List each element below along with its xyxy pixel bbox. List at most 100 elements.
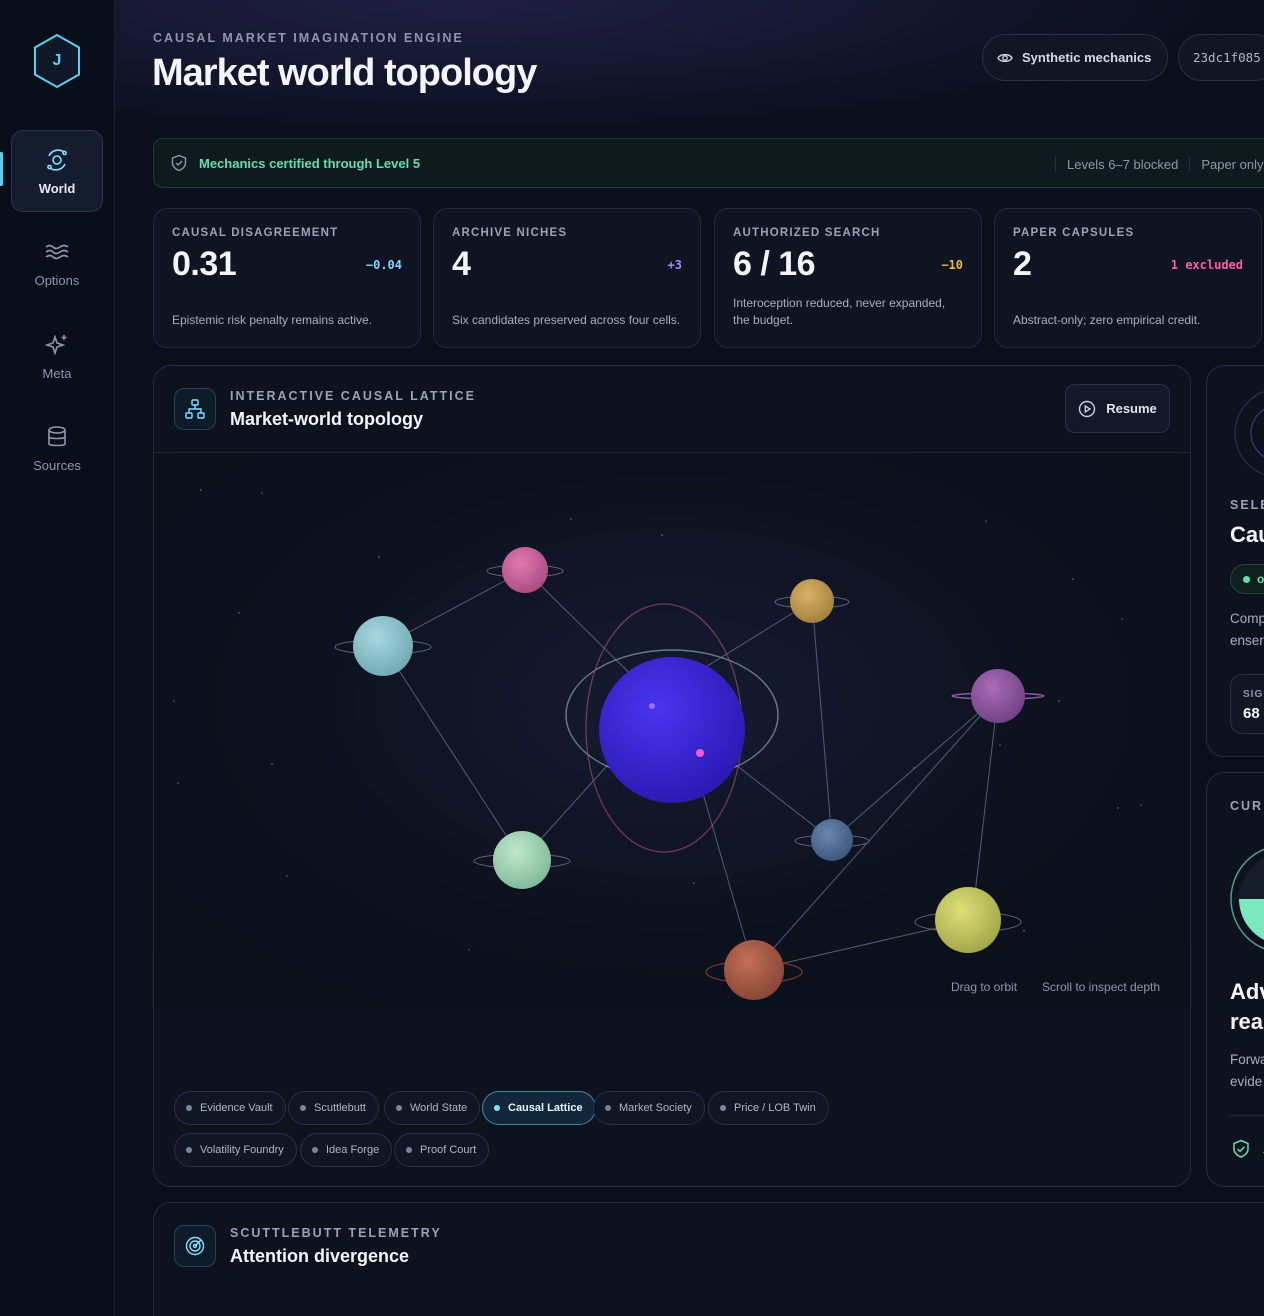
- orbit-icon: [47, 148, 67, 171]
- radar-icon: [185, 1236, 205, 1256]
- advisory-title-2: rea: [1230, 1009, 1264, 1034]
- chip-label: World State: [410, 1102, 468, 1114]
- node-pink: [486, 547, 564, 593]
- hash-button[interactable]: 23dc1f085: [1178, 34, 1264, 81]
- stat-note: Epistemic risk penalty remains active.: [172, 313, 373, 327]
- certification-text: Mechanics certified through Level 5: [199, 155, 421, 171]
- divider: [1055, 156, 1056, 172]
- stat-delta: −10: [941, 258, 963, 272]
- status-dot: [1243, 575, 1250, 583]
- play-circle-icon: [1079, 400, 1096, 417]
- chip-label: Proof Court: [420, 1144, 477, 1156]
- nav-item-sources[interactable]: Sources: [11, 407, 103, 489]
- resume-label: Resume: [1106, 401, 1157, 416]
- panel-icon-box: [174, 388, 216, 430]
- selected-desc-1: Comp: [1230, 611, 1264, 626]
- database-icon: [48, 425, 66, 446]
- resume-button[interactable]: Resume: [1065, 384, 1170, 433]
- chip-volatility-foundry[interactable]: Volatility Foundry: [174, 1133, 297, 1167]
- telemetry-panel: SCUTTLEBUTT TELEMETRY Attention divergen…: [153, 1202, 1264, 1316]
- chip-evidence-vault[interactable]: Evidence Vault: [174, 1091, 286, 1125]
- chip-scuttlebutt[interactable]: Scuttlebutt: [288, 1091, 379, 1125]
- shield-check-icon: [171, 154, 187, 172]
- causal-lattice-panel: INTERACTIVE CAUSAL LATTICE Market-world …: [153, 365, 1191, 1187]
- eye-icon: [997, 53, 1013, 62]
- stat-value: 0.31: [172, 245, 237, 283]
- chip-dot: [186, 1147, 192, 1153]
- paper-only: Paper only: [1201, 156, 1264, 172]
- stat-delta: +3: [667, 258, 682, 272]
- chip-dot: [396, 1105, 402, 1111]
- stat-card-causal-disagreement: CAUSAL DISAGREEMENT 0.31 −0.04 Epistemic…: [153, 208, 421, 348]
- banner-status: Levels 6–7 blocked Paper only: [1044, 139, 1264, 187]
- nav-item-meta[interactable]: Meta: [11, 315, 103, 397]
- chip-price-lob-twin[interactable]: Price / LOB Twin: [708, 1091, 829, 1125]
- stat-label: PAPER CAPSULES: [1013, 227, 1135, 239]
- chip-idea-forge[interactable]: Idea Forge: [300, 1133, 393, 1167]
- sidebar: J World Options Meta: [0, 0, 115, 1316]
- topology-graph[interactable]: [154, 453, 1191, 1009]
- advisory-desc-2: evide: [1230, 1074, 1263, 1089]
- commit-hash: 23dc1f085: [1193, 50, 1261, 65]
- nav-label-world: World: [38, 180, 76, 196]
- logo[interactable]: J: [32, 33, 82, 89]
- chip-label: Causal Lattice: [508, 1102, 583, 1114]
- signal-metric-box: SIGI 68: [1230, 674, 1264, 734]
- topology-canvas[interactable]: Drag to orbit Scroll to inspect depth: [154, 452, 1191, 1009]
- shield-check-icon: [1233, 1139, 1249, 1158]
- chip-label: Idea Forge: [326, 1144, 380, 1156]
- waves-icon: [45, 244, 69, 259]
- chip-dot: [494, 1105, 500, 1111]
- stat-card-authorized-search: AUTHORIZED SEARCH 6 / 16 −10 Interocepti…: [714, 208, 982, 348]
- status-text: o: [1257, 572, 1264, 586]
- chip-world-state[interactable]: World State: [384, 1091, 481, 1125]
- node-lime: [914, 887, 1022, 953]
- starfield: [173, 489, 1142, 951]
- stat-note: Interoception reduced, never expanded, t…: [733, 296, 946, 327]
- certification-banner: Mechanics certified through Level 5 Leve…: [153, 138, 1264, 188]
- node-preview-icon: [1234, 391, 1264, 475]
- chip-causal-lattice[interactable]: Causal Lattice: [482, 1091, 596, 1125]
- stat-value: 2: [1013, 245, 1032, 283]
- stat-delta: 1 excluded: [1170, 258, 1243, 272]
- chip-proof-court[interactable]: Proof Court: [394, 1133, 490, 1167]
- scroll-hint: Scroll to inspect depth: [1042, 980, 1161, 994]
- stat-delta: −0.04: [365, 258, 402, 272]
- page-title: Market world topology: [152, 52, 537, 94]
- telemetry-title: Attention divergence: [230, 1246, 410, 1266]
- chip-market-society[interactable]: Market Society: [593, 1091, 705, 1125]
- chip-dot: [312, 1147, 318, 1153]
- nav-label-sources: Sources: [33, 457, 81, 473]
- gauge-icon: [1230, 848, 1264, 950]
- nav-item-world[interactable]: World: [11, 130, 103, 212]
- stat-label: ARCHIVE NICHES: [452, 227, 568, 239]
- stat-note: Six candidates preserved across four cel…: [452, 313, 681, 327]
- node-mint: [473, 831, 571, 889]
- selected-desc-2: enser: [1230, 633, 1264, 648]
- status-pill: o: [1230, 564, 1264, 594]
- node-blue: [794, 819, 870, 861]
- hierarchy-icon: [185, 399, 205, 419]
- synthetic-mechanics-label: Synthetic mechanics: [1022, 50, 1152, 65]
- node-gold: [774, 579, 850, 623]
- logo-letter: J: [52, 52, 62, 69]
- chip-label: Scuttlebutt: [314, 1102, 366, 1114]
- stat-label: AUTHORIZED SEARCH: [733, 227, 881, 239]
- current-advisory-panel: CUR Adv rea Forwa evide A: [1206, 772, 1264, 1187]
- stat-card-archive-niches: ARCHIVE NICHES 4 +3 Six candidates prese…: [433, 208, 701, 348]
- divider: [1230, 1115, 1264, 1116]
- panel-title: Market-world topology: [230, 409, 423, 429]
- stat-label: CAUSAL DISAGREEMENT: [172, 227, 339, 239]
- node-cyan: [334, 616, 432, 676]
- nav-item-options[interactable]: Options: [11, 222, 103, 304]
- chip-dot: [720, 1105, 726, 1111]
- stat-card-paper-capsules: PAPER CAPSULES 2 1 excluded Abstract-onl…: [994, 208, 1262, 348]
- node-rust: [705, 940, 803, 1000]
- panel-icon-box: [174, 1225, 216, 1267]
- drag-hint: Drag to orbit: [951, 980, 1018, 994]
- chip-label: Price / LOB Twin: [734, 1102, 816, 1114]
- levels-blocked: Levels 6–7 blocked: [1067, 156, 1179, 172]
- synthetic-mechanics-button[interactable]: Synthetic mechanics: [982, 34, 1168, 81]
- stat-value: 4: [452, 245, 471, 283]
- chip-label: Market Society: [619, 1102, 692, 1114]
